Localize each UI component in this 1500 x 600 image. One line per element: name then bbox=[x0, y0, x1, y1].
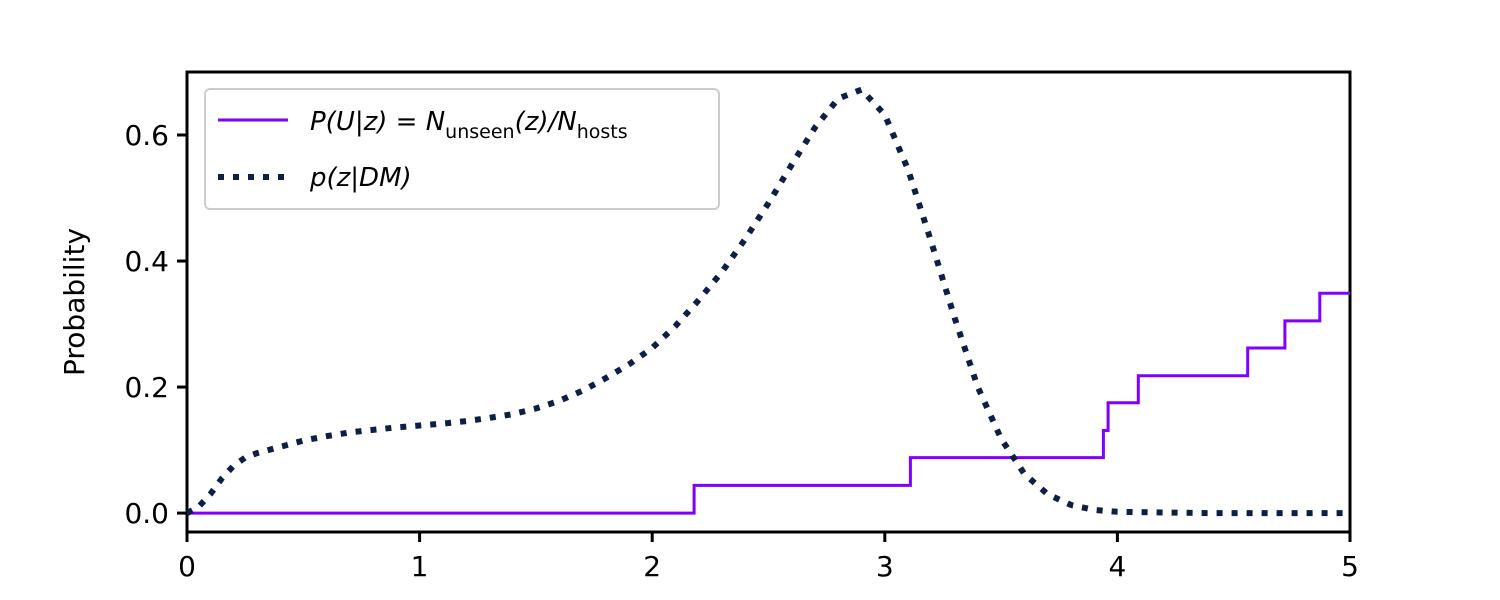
x-tick-label-3: 3 bbox=[876, 550, 894, 583]
y-tick-label-0: 0.0 bbox=[124, 497, 169, 530]
y-tick-label-3: 0.6 bbox=[124, 119, 169, 152]
x-tick-label-1: 1 bbox=[411, 550, 429, 583]
legend-box bbox=[204, 88, 720, 210]
legend-label-series-2: p(z|DM) bbox=[309, 163, 412, 193]
y-tick-label-2: 0.4 bbox=[124, 245, 169, 278]
series-layer bbox=[185, 86, 1350, 517]
x-tick-label-4: 4 bbox=[1108, 550, 1126, 583]
series-line-2 bbox=[185, 86, 1350, 517]
series-line-1 bbox=[187, 291, 1350, 515]
x-tick-label-0: 0 bbox=[178, 550, 196, 583]
x-tick-label-2: 2 bbox=[643, 550, 661, 583]
ticks-layer: 0 1 2 3 4 5 0.0 0.2 0.4 0.6 bbox=[124, 119, 1358, 583]
plot-frame bbox=[185, 70, 1352, 534]
y-tick-label-1: 0.2 bbox=[124, 371, 169, 404]
y-axis-title: Probability bbox=[58, 228, 91, 376]
x-tick-label-5: 5 bbox=[1341, 550, 1359, 583]
legend: P(U|z) = Nunseen(z)/Nhosts p(z|DM) bbox=[204, 88, 720, 210]
